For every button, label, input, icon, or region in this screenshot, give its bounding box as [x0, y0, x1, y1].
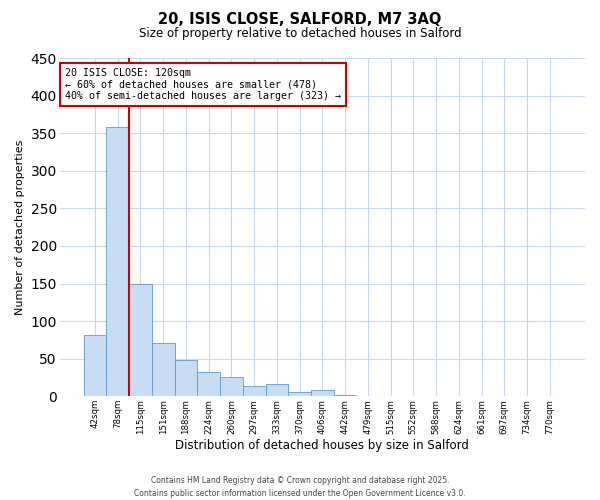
Bar: [334, 395, 356, 396]
Bar: [129, 284, 152, 397]
Bar: [175, 360, 197, 397]
Text: 20, ISIS CLOSE, SALFORD, M7 3AQ: 20, ISIS CLOSE, SALFORD, M7 3AQ: [158, 12, 442, 28]
Bar: [243, 386, 266, 396]
Bar: [152, 343, 175, 396]
Bar: [197, 372, 220, 396]
Bar: [288, 392, 311, 396]
Bar: [266, 384, 288, 396]
Y-axis label: Number of detached properties: Number of detached properties: [15, 140, 25, 315]
Bar: [83, 334, 106, 396]
Text: 20 ISIS CLOSE: 120sqm
← 60% of detached houses are smaller (478)
40% of semi-det: 20 ISIS CLOSE: 120sqm ← 60% of detached …: [65, 68, 341, 102]
Bar: [220, 378, 243, 396]
X-axis label: Distribution of detached houses by size in Salford: Distribution of detached houses by size …: [175, 440, 469, 452]
Bar: [311, 390, 334, 396]
Bar: [106, 127, 129, 396]
Text: Size of property relative to detached houses in Salford: Size of property relative to detached ho…: [139, 28, 461, 40]
Text: Contains HM Land Registry data © Crown copyright and database right 2025.
Contai: Contains HM Land Registry data © Crown c…: [134, 476, 466, 498]
